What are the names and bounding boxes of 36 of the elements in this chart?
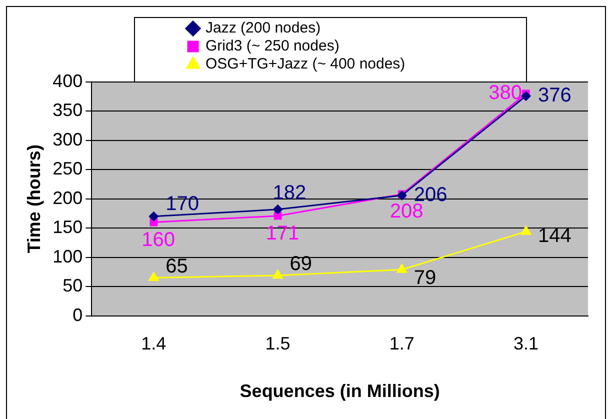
data-label: 160 [142,228,176,251]
point [148,212,158,222]
legend-label: Grid3 (~ 250 nodes) [206,38,340,55]
x-tick-label: 1.4 [141,334,166,354]
y-tick-label: 400 [52,70,83,91]
y-tick-label: 350 [52,100,83,120]
data-label: 208 [390,200,424,223]
data-label: 79 [414,267,436,290]
y-tick-label: 200 [52,188,83,208]
data-label: 182 [272,182,306,204]
point [520,226,532,235]
data-label: 380 [488,82,522,104]
x-tick-label: 1.5 [265,334,290,354]
x-tick-label: 3.1 [513,334,538,354]
y-tick-label: 150 [52,217,83,238]
y-tick-label: 50 [62,276,83,296]
y-axis-title: Time (hours) [24,144,44,254]
point [521,91,531,101]
point [396,264,407,273]
point [273,204,283,214]
data-label: 65 [166,255,188,278]
point [272,270,283,279]
legend-label: OSG+TG+Jazz (~ 400 nodes) [206,56,406,73]
point [274,212,282,220]
data-label: 376 [538,84,572,107]
x-tick-label: 1.7 [389,334,414,354]
point [148,272,159,282]
x-axis-title: Sequences (in Millions) [240,381,440,402]
data-label: 170 [166,192,200,215]
y-tick-label: 0 [72,304,83,325]
y-tick-label: 100 [52,246,83,266]
y-tick-label: 250 [52,158,83,179]
legend-label: Jazz (200 nodes) [206,20,321,37]
data-label: 144 [538,225,572,248]
y-tick-label: 300 [52,129,83,150]
data-label: 171 [266,222,300,244]
